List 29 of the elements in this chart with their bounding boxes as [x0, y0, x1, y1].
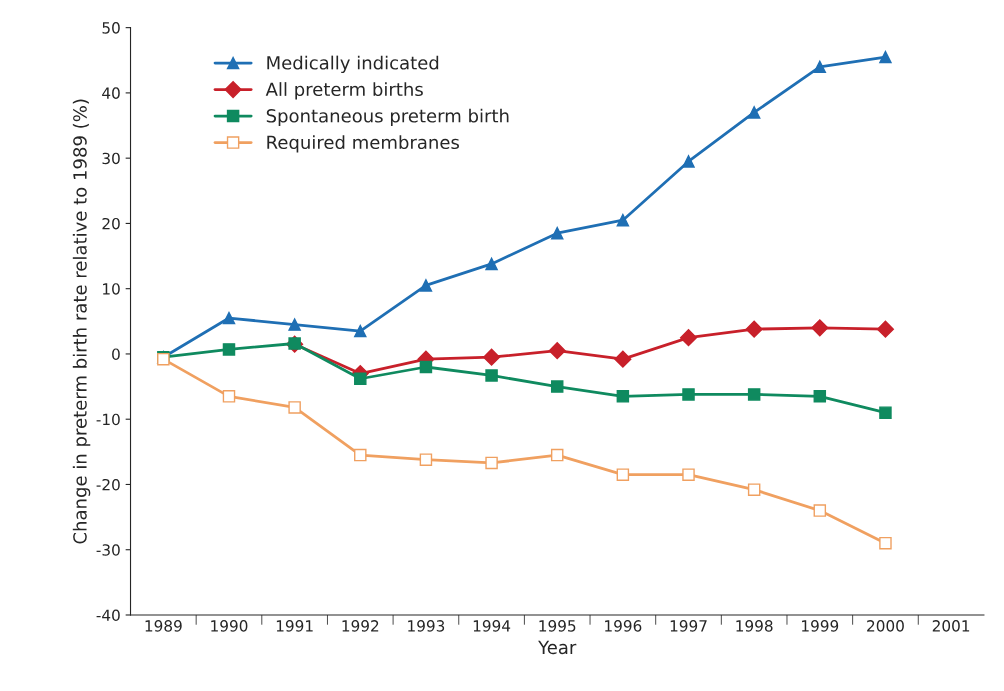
y-axis-title: Change in preterm birth rate relative to 1989 (%) [72, 99, 91, 544]
y-tick-label: 20 [102, 217, 120, 230]
y-tick-label: 30 [102, 152, 120, 165]
legend-label: Medically indicated [267, 55, 439, 74]
y-tick-label: -30 [96, 544, 120, 556]
x-tick-label: 1993 [408, 620, 445, 632]
x-tick-label: 1997 [670, 620, 707, 632]
y-tick-label: 10 [103, 283, 120, 295]
x-tick-label: 1999 [802, 620, 839, 632]
x-tick-label: 1995 [539, 620, 576, 632]
y-tick-label: 50 [102, 22, 120, 34]
x-tick-label: 2000 [867, 620, 904, 632]
x-tick-label: 1992 [342, 620, 379, 632]
x-axis-title: Year [538, 640, 577, 655]
legend-label: Spontaneous preterm birth [266, 108, 509, 127]
x-tick-label: 1994 [473, 620, 511, 632]
x-tick-label: 1990 [211, 620, 248, 632]
y-tick-label: -40 [96, 609, 120, 622]
x-tick-label: 2001 [932, 620, 970, 632]
x-tick-label: 1996 [605, 620, 642, 632]
legend-label: Required membranes [267, 135, 459, 153]
y-tick-label: 40 [102, 87, 120, 99]
y-tick-label: -20 [96, 478, 120, 491]
x-tick-label: 1998 [736, 620, 773, 632]
x-tick-label: 1991 [276, 620, 313, 632]
legend-label: All preterm births [265, 82, 423, 100]
y-tick-label: 0 [112, 348, 120, 360]
y-tick-label: -10 [96, 413, 120, 426]
x-tick-label: 1989 [145, 620, 182, 632]
